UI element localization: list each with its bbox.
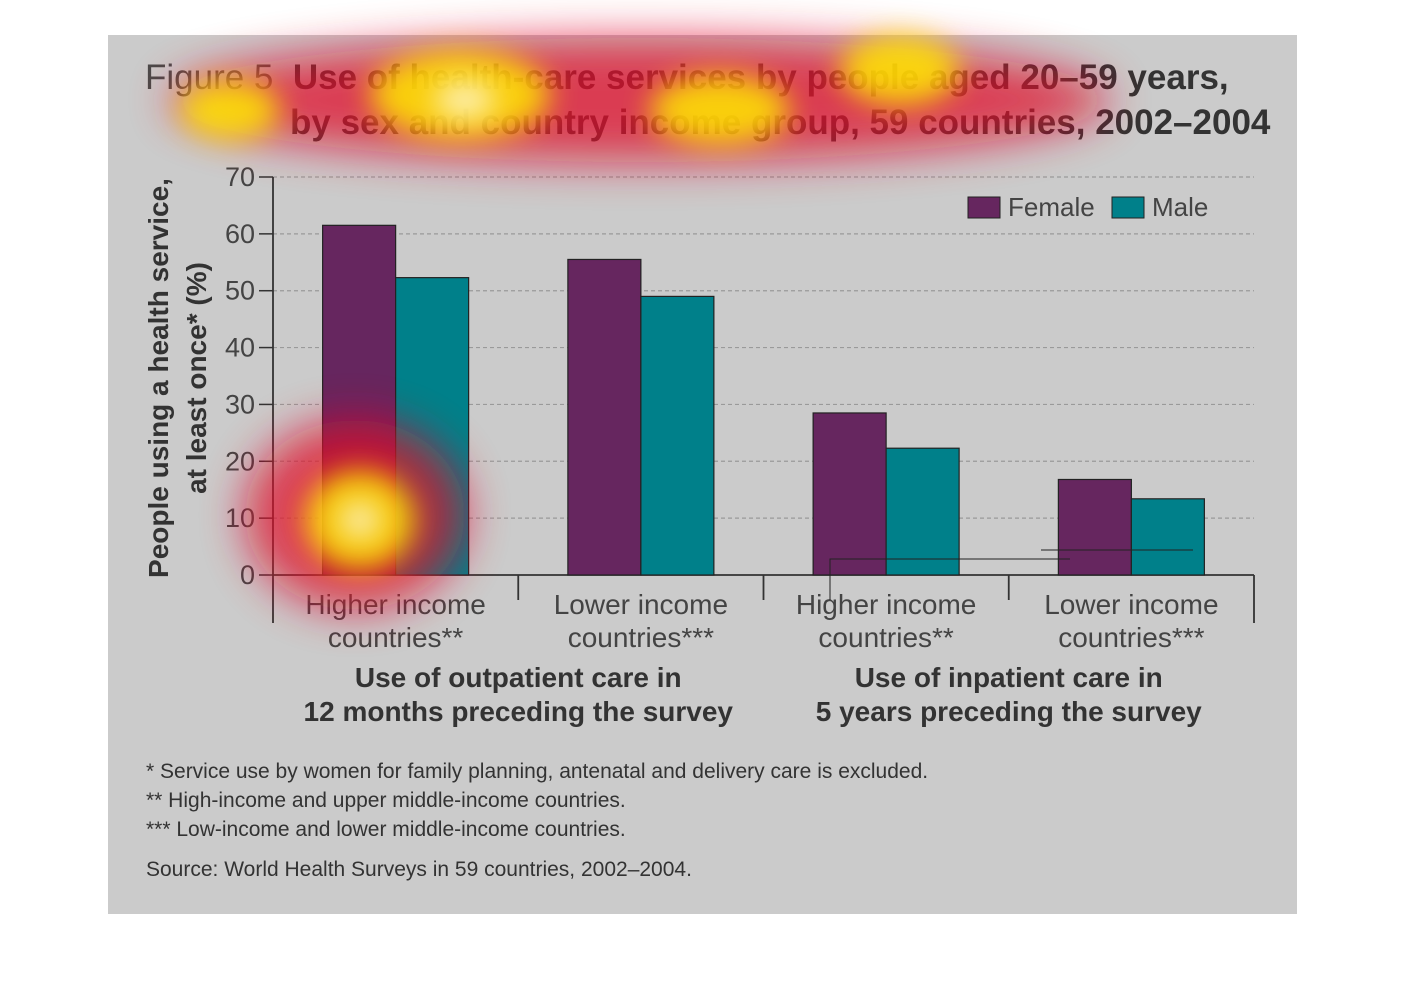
x-category-label: countries** [328,622,464,653]
bar-female [322,224,397,576]
y-tick-label: 30 [225,389,255,419]
footnote-1: * Service use by women for family planni… [146,760,929,783]
x-category-label: countries*** [568,622,714,653]
annotation-line [829,558,1070,600]
x-category-label: Higher income [796,589,977,620]
bar-female [567,258,642,576]
x-group-label: Use of outpatient care in [355,662,682,693]
footnote-3: *** Low-income and lower middle-income c… [146,818,626,841]
y-tick-label: 70 [225,162,255,192]
y-tick-label: 10 [225,503,255,533]
x-group-label: 12 months preceding the survey [304,696,734,727]
legend-swatch-female [967,196,1001,219]
legend-swatch-male [1111,196,1145,219]
x-category-label: Higher income [305,589,486,620]
x-category-label: Lower income [1044,589,1218,620]
bar-female [812,412,887,576]
bar-male [640,295,715,576]
footnote-2: ** High-income and upper middle-income c… [146,789,626,812]
y-tick-label: 50 [225,276,255,306]
y-tick-label: 60 [225,219,255,249]
x-group-label: Use of inpatient care in [855,662,1163,693]
legend-label-male: Male [1152,192,1208,222]
y-tick-label: 0 [240,560,255,590]
x-group-label: 5 years preceding the survey [816,696,1202,727]
bar-female [1057,478,1132,576]
y-axis-title: People using a health service, [143,178,174,578]
y-tick-label: 40 [225,333,255,363]
source-note: Source: World Health Surveys in 59 count… [146,858,692,881]
y-tick-label: 20 [225,446,255,476]
bar-male [885,447,960,576]
x-category-label: Lower income [554,589,728,620]
x-category-label: countries** [818,622,954,653]
bar-male [1130,498,1205,576]
legend-label-female: Female [1008,192,1095,222]
bar-male [395,277,470,576]
x-category-label: countries*** [1058,622,1204,653]
y-axis-title: at least once* (%) [181,262,212,494]
